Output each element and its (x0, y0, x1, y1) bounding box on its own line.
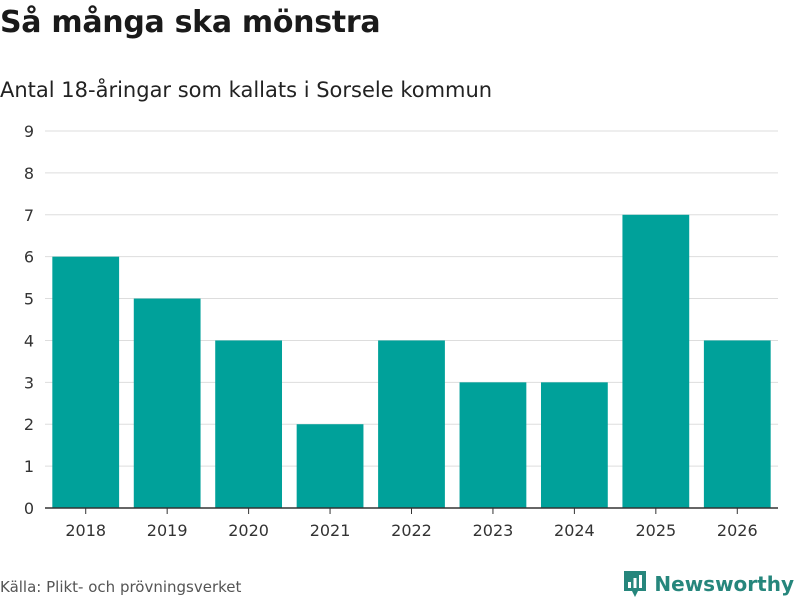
y-tick-label: 3 (24, 373, 34, 392)
bars (52, 214, 771, 508)
y-tick-label: 2 (24, 415, 34, 434)
brand-name: Newsworthy (654, 572, 794, 596)
y-tick-label: 6 (24, 248, 34, 267)
bar-2025 (622, 214, 690, 508)
bar-2024 (540, 382, 608, 508)
y-tick-label: 4 (24, 331, 34, 350)
chart-title: Så många ska mönstra (0, 5, 381, 40)
x-tick-label: 2024 (554, 521, 595, 540)
y-tick-label: 1 (24, 457, 34, 476)
x-tick-label: 2018 (65, 521, 106, 540)
x-tick-label: 2022 (391, 521, 432, 540)
x-tick-label: 2026 (717, 521, 758, 540)
x-tick-label: 2023 (473, 521, 514, 540)
y-tick-label: 0 (24, 499, 34, 518)
y-tick-labels: 0 1 2 3 4 5 6 7 8 9 (24, 122, 34, 518)
bar-2021 (296, 424, 364, 508)
bar-2019 (133, 298, 201, 508)
brand-logo: Newsworthy (622, 569, 794, 599)
x-tick-label: 2021 (310, 521, 351, 540)
bar-2020 (215, 340, 283, 508)
newsworthy-logo-icon (624, 571, 647, 597)
bar-2022 (378, 340, 445, 508)
x-tick-labels: 2018 2019 2020 2021 2022 2023 2024 2025 2026 (65, 508, 758, 540)
bar-2026 (703, 340, 771, 508)
y-tick-label: 5 (24, 290, 34, 309)
source-note: Källa: Plikt- och prövningsverket (0, 578, 242, 596)
y-tick-label: 7 (24, 206, 34, 225)
chart-subtitle: Antal 18-åringar som kallats i Sorsele k… (0, 78, 493, 102)
y-tick-label: 8 (24, 164, 34, 183)
x-tick-label: 2019 (147, 521, 188, 540)
bar-2018 (52, 256, 120, 508)
bar-2023 (459, 382, 527, 508)
y-tick-label: 9 (24, 122, 34, 141)
x-tick-label: 2025 (635, 521, 676, 540)
x-tick-label: 2020 (228, 521, 269, 540)
